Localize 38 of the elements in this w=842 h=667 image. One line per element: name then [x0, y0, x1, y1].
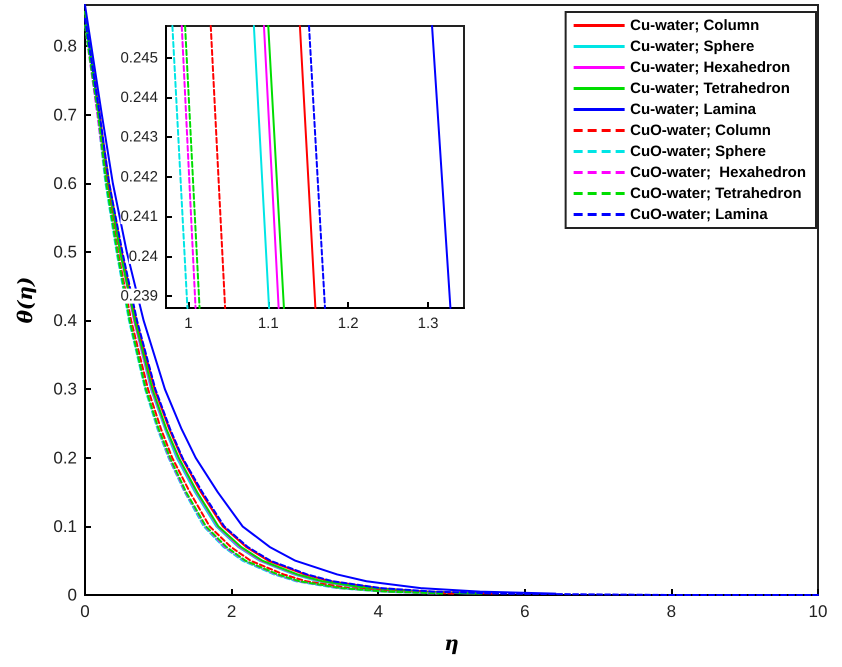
x-tick-label: 6 — [520, 602, 530, 621]
y-tick-label: 0.239 — [120, 288, 158, 305]
y-tick-label: 0 — [68, 586, 77, 604]
y-tick-label: 0.241 — [120, 208, 158, 226]
legend-label: Cu-water; Lamina — [630, 101, 757, 118]
y-axis-title: θ(η) — [13, 276, 37, 324]
x-tick-label: 1 — [184, 315, 193, 332]
y-tick-label: 0.5 — [53, 242, 77, 262]
y-tick-label: 0.244 — [120, 88, 158, 106]
y-tick-label: 0.24 — [128, 248, 158, 265]
legend-label: CuO-water; Column — [630, 122, 771, 139]
legend-label: Cu-water; Sphere — [630, 38, 754, 55]
legend-label: Cu-water; Tetrahedron — [630, 80, 790, 97]
x-tick-label: 10 — [808, 602, 828, 621]
y-tick-label: 0.8 — [53, 36, 77, 56]
x-tick-label: 4 — [373, 602, 383, 621]
x-tick-label: 1.3 — [418, 315, 438, 332]
legend-label: Cu-water; Column — [630, 17, 760, 34]
legend-label: Cu-water; Hexahedron — [630, 59, 790, 76]
y-tick-label: 0.4 — [53, 311, 77, 330]
x-axis-title: η — [444, 631, 459, 655]
x-tick-label: 0 — [80, 602, 90, 621]
y-tick-label: 0.243 — [120, 128, 158, 146]
y-tick-label: 0.3 — [53, 380, 77, 399]
legend-label: CuO-water; Lamina — [630, 206, 768, 223]
x-tick-label: 2 — [226, 602, 236, 621]
legend-label: CuO-water; Tetrahedron — [630, 185, 802, 202]
y-tick-label: 0.1 — [53, 516, 77, 536]
legend-label: CuO-water; Hexahedron — [630, 164, 806, 181]
x-tick-label: 8 — [666, 602, 676, 621]
x-tick-label: 1.1 — [258, 315, 279, 332]
y-tick-label: 0.245 — [120, 49, 158, 66]
y-tick-label: 0.6 — [53, 174, 77, 193]
y-tick-label: 0.2 — [53, 448, 77, 468]
x-tick-label: 1.2 — [338, 315, 359, 332]
y-tick-label: 0.242 — [120, 168, 158, 186]
legend-label: CuO-water; Sphere — [630, 143, 766, 160]
y-tick-label: 0.7 — [53, 105, 77, 124]
